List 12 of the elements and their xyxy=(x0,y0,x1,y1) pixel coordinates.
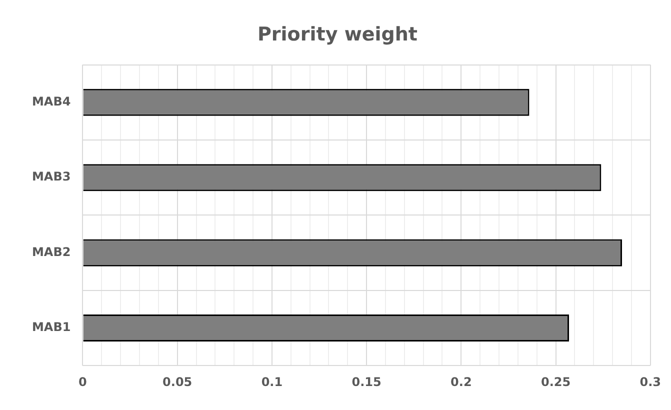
y-tick-label: MAB3 xyxy=(32,170,71,184)
x-tick-label: 0.1 xyxy=(261,374,283,389)
x-tick-label: 0.25 xyxy=(540,374,571,389)
chart-title: Priority weight xyxy=(258,23,418,46)
x-tick-label: 0 xyxy=(78,374,87,389)
y-tick-label: MAB1 xyxy=(32,320,71,334)
x-tick-label: 0.15 xyxy=(352,374,382,389)
x-tick-label: 0.3 xyxy=(640,374,662,389)
x-tick-label: 0.05 xyxy=(162,374,192,389)
y-tick-label: MAB4 xyxy=(32,94,71,109)
y-tick-label: MAB2 xyxy=(32,244,71,259)
x-tick-label: 0.2 xyxy=(450,374,472,389)
